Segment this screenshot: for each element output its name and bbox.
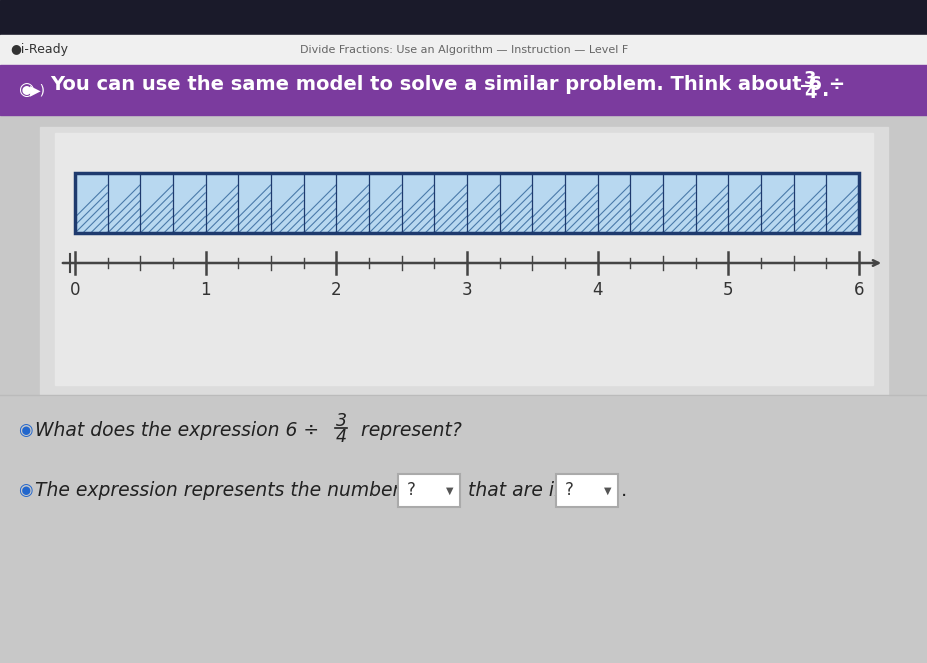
Text: Divide Fractions: Use an Algorithm — Instruction — Level F: Divide Fractions: Use an Algorithm — Ins… [299,45,628,55]
Bar [0,115,927,663]
Text: .: . [821,80,829,99]
Text: 3: 3 [462,281,472,299]
Text: 1: 1 [200,281,210,299]
Text: ▶): ▶) [30,83,46,97]
Text: ●i-Ready: ●i-Ready [10,44,68,56]
Bar [55,133,872,385]
Text: 6: 6 [853,281,863,299]
Bar [0,0,927,35]
Text: ◉: ◉ [18,481,32,499]
Text: What does the expression 6 ÷: What does the expression 6 ÷ [35,420,324,440]
Bar [0,35,927,65]
Text: 0: 0 [70,281,80,299]
Bar [398,474,460,507]
Text: represent?: represent? [355,420,462,440]
Text: ?: ? [407,481,415,499]
Bar [75,173,858,233]
Bar [75,173,858,233]
Text: ▼: ▼ [603,486,611,496]
Text: 2: 2 [331,281,341,299]
Bar [40,127,887,395]
Text: 3: 3 [336,412,346,430]
Text: You can use the same model to solve a similar problem. Think about 6 ÷: You can use the same model to solve a si… [50,76,851,95]
Text: ?: ? [565,481,573,499]
Bar [0,65,927,115]
Text: 4: 4 [591,281,603,299]
Text: 5: 5 [722,281,732,299]
Text: ▼: ▼ [446,486,453,496]
Text: ◉: ◉ [18,81,33,99]
Text: 4: 4 [336,428,346,446]
Bar [75,173,858,233]
Text: 4: 4 [803,84,816,102]
Text: 3: 3 [803,70,816,88]
Text: .: . [620,481,627,499]
Text: The expression represents the number of: The expression represents the number of [35,481,424,499]
Bar [555,474,617,507]
Text: ◉: ◉ [18,421,32,439]
Text: that are in: that are in [467,481,565,499]
